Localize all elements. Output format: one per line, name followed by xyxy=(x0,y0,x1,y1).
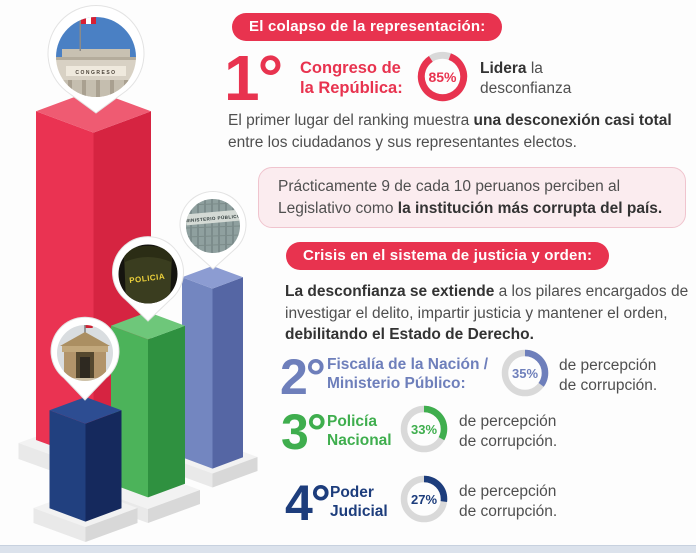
donut-judicial-27: 27% xyxy=(399,474,449,524)
pin-policia: POLICIA xyxy=(112,236,184,322)
bar-policia xyxy=(111,312,185,498)
pin-congreso-photo: CONGRESO xyxy=(56,17,136,97)
institution-3-label: Policía Nacional xyxy=(327,413,392,449)
ministerio-sign-text: MINISTERIO PÚBLICO xyxy=(185,213,241,224)
pin-poder-judicial xyxy=(50,316,120,401)
donut-policia-33: 33% xyxy=(399,404,449,454)
donut-congreso-85: 85% xyxy=(416,50,469,103)
donut-fiscalia-value: 35% xyxy=(511,365,539,381)
donut-congreso-value: 85% xyxy=(428,68,457,85)
section2-badge: Crisis en el sistema de justicia y orden… xyxy=(286,242,610,270)
section2-paragraph: La desconfianza se extiende a los pilare… xyxy=(285,283,689,343)
bar-fiscalia xyxy=(182,266,243,469)
pin-ministerio-photo: MINISTERIO PÚBLICO xyxy=(185,199,241,253)
bar-judicial-front xyxy=(49,410,86,522)
footer-strip xyxy=(0,545,696,553)
institution-4-label: Poder Judicial xyxy=(330,484,388,520)
donut-fiscalia-35: 35% xyxy=(500,348,550,398)
rank-2: 2° xyxy=(280,349,326,405)
donut-arc xyxy=(501,349,549,397)
suffix-4: de percepción de corrupción. xyxy=(459,483,558,520)
donut-policia-value: 33% xyxy=(410,421,438,437)
pin-policia-photo: POLICIA xyxy=(118,244,178,304)
section1-badge: El colapso de la representación: xyxy=(232,13,503,41)
rank-3: 3° xyxy=(281,404,327,460)
bar-judicial-side xyxy=(85,410,122,522)
rank-1: 1° xyxy=(224,42,283,114)
bar-judicial xyxy=(49,397,122,522)
pin-congreso: CONGRESO xyxy=(47,5,145,114)
donut-arc xyxy=(400,475,448,523)
callout-box: Prácticamente 9 de cada 10 peruanos perc… xyxy=(258,167,686,228)
policia-sign-text: POLICIA xyxy=(129,272,166,285)
callout-text: Prácticamente 9 de cada 10 peruanos perc… xyxy=(278,178,663,217)
pedestal-policia-side xyxy=(148,490,200,523)
donut-arc xyxy=(400,405,448,453)
bar-fiscalia-top xyxy=(182,266,243,289)
institution-2-label: Fiscalía de la Nación / Ministerio Públi… xyxy=(327,356,489,392)
suffix-3: de percepción de corrupción. xyxy=(459,413,558,450)
pin-ministerio-publico: MINISTERIO PÚBLICO xyxy=(179,191,247,270)
pedestal-judicial-side xyxy=(85,508,138,542)
pedestal-judicial-front xyxy=(33,508,86,542)
bar-policia-top xyxy=(111,312,185,340)
institution-1-label: Congreso de la República: xyxy=(300,59,403,97)
pin-judicial-photo xyxy=(57,325,113,381)
pedestal-fiscalia-side xyxy=(212,457,258,488)
suffix-2: de percepción de corrupción. xyxy=(559,357,658,394)
bar-fiscalia-front xyxy=(182,277,213,469)
section1-paragraph: El primer lugar del ranking muestra una … xyxy=(228,112,672,151)
donut-judicial-value: 27% xyxy=(410,491,438,507)
bar-chart-3d: CONGRESO xyxy=(18,5,258,542)
congreso-note: Lidera la desconfianza xyxy=(480,60,572,97)
rank-4: 4° xyxy=(285,475,331,531)
bar-fiscalia-side xyxy=(212,277,243,469)
bar-policia-side xyxy=(148,325,185,498)
congreso-sign-text: CONGRESO xyxy=(75,70,116,76)
bar-judicial-top xyxy=(49,397,122,424)
